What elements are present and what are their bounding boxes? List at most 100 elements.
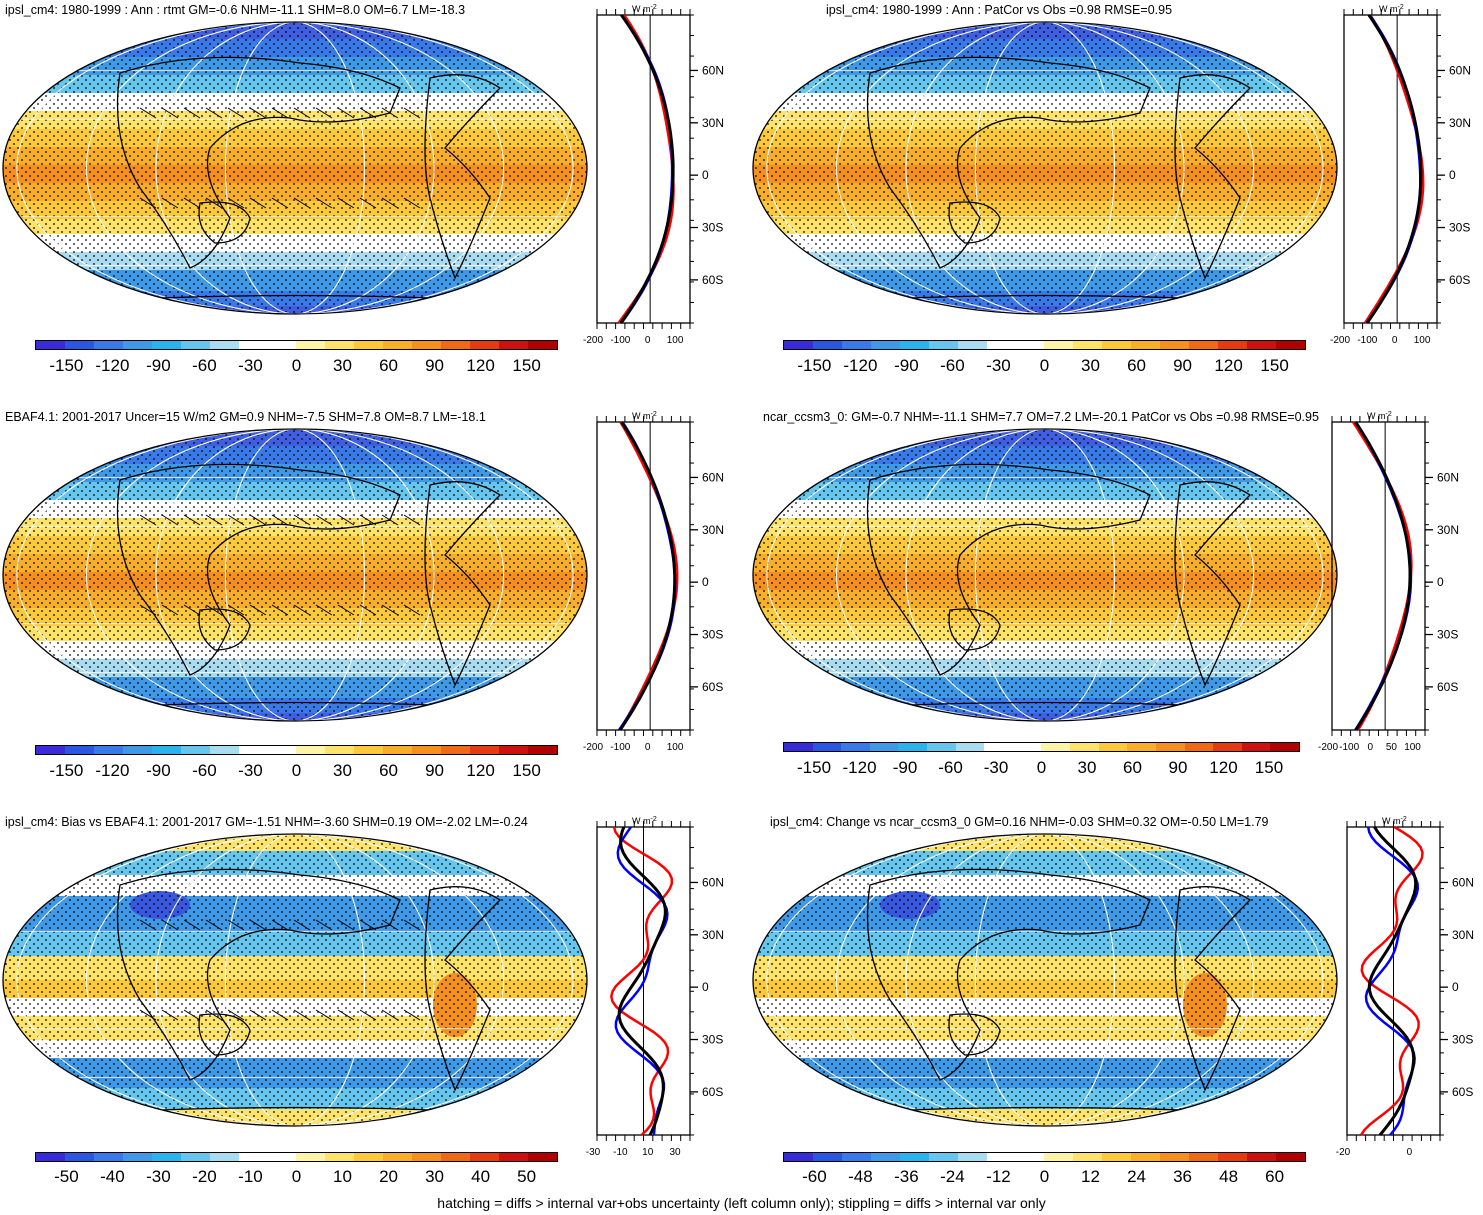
x-tick-label: 100 bbox=[667, 742, 684, 753]
colorbar-swatch bbox=[928, 1153, 958, 1161]
zonal-mean-line bbox=[1365, 14, 1423, 324]
colorbar-swatch bbox=[499, 1153, 528, 1161]
colorbar-swatch bbox=[122, 1153, 152, 1161]
colorbar-swatch bbox=[209, 746, 239, 754]
colorbar-label: -120 bbox=[843, 356, 878, 375]
global-map bbox=[2, 21, 588, 315]
colorbar-labels: -150 -120 -90 -60 -30 0 30 60 90 120 150 bbox=[783, 758, 1300, 778]
hatch-line bbox=[403, 919, 421, 931]
coastline bbox=[1174, 886, 1252, 1092]
colorbar-swatch bbox=[812, 743, 842, 751]
colorbar-swatch bbox=[441, 341, 471, 349]
colorbar-label: -60 bbox=[192, 356, 217, 375]
colorbar-swatch bbox=[383, 341, 413, 349]
colorbar-swatch bbox=[957, 1153, 987, 1161]
colorbar-label: 40 bbox=[471, 1167, 491, 1186]
unit-label: W m-2 bbox=[632, 816, 657, 826]
coastline bbox=[948, 1013, 1001, 1056]
colorbar-swatch bbox=[122, 746, 152, 754]
meridian-line bbox=[16, 22, 574, 314]
lat-label: 0 bbox=[1449, 168, 1456, 182]
colorbar-label: 0 bbox=[1039, 356, 1050, 375]
colorbar-swatch bbox=[64, 1153, 94, 1161]
colorbar-swatch bbox=[1127, 743, 1156, 751]
hatch-line bbox=[293, 604, 311, 616]
hatch-line bbox=[337, 197, 355, 209]
x-tick-label: 100 bbox=[1404, 742, 1421, 753]
colorbar-swatch bbox=[151, 1153, 181, 1161]
meridian-line bbox=[974, 429, 1116, 721]
global-map bbox=[2, 428, 588, 722]
colorbar-swatch bbox=[325, 746, 355, 754]
colorbar-swatch bbox=[296, 746, 326, 754]
panel-title: ncar_ccsm3_0: GM=-0.7 NHM=-11.1 SHM=7.7 … bbox=[763, 410, 1319, 424]
hatch-line bbox=[337, 107, 355, 119]
meridian-line bbox=[766, 834, 1324, 1126]
colorbar-label: -10 bbox=[238, 1167, 263, 1186]
zonal-mean-plot: 60N 30N 0 30S 60S W m-2 -20 0 bbox=[1336, 816, 1474, 1158]
colorbar-labels: -150 -120 -90 -60 -30 0 30 60 90 120 150 bbox=[35, 356, 558, 376]
coastline bbox=[866, 463, 1151, 676]
colorbar-label: -90 bbox=[146, 761, 171, 780]
meridian-line bbox=[85, 429, 505, 721]
colorbar-label: 30 bbox=[333, 761, 352, 780]
panel-title: ipsl_cm4: Bias vs EBAF4.1: 2001-2017 GM=… bbox=[5, 815, 528, 829]
meridian-line bbox=[16, 429, 574, 721]
colorbar-swatch bbox=[899, 1153, 929, 1161]
colorbar-label: -40 bbox=[100, 1167, 125, 1186]
colorbar-swatch bbox=[841, 1153, 871, 1161]
colorbar-swatch bbox=[1160, 1153, 1190, 1161]
colorbar-label: -30 bbox=[146, 1167, 171, 1186]
hatch-line bbox=[337, 1009, 355, 1021]
colorbar-swatch bbox=[238, 341, 268, 349]
global-map bbox=[752, 428, 1338, 722]
hatch-line bbox=[139, 107, 157, 119]
colorbar-swatch bbox=[870, 341, 900, 349]
colorbar-label: -36 bbox=[894, 1167, 919, 1186]
hatch-line bbox=[293, 514, 311, 526]
x-tick-label: -200 bbox=[583, 742, 603, 753]
zonal-mean-plot: 60N 30N 0 30S 60S W m-2 -200 -100 0 100 bbox=[1330, 4, 1471, 346]
colorbar-swatch bbox=[36, 1153, 65, 1161]
lat-label: 30S bbox=[702, 1033, 723, 1047]
colorbar-swatch bbox=[984, 743, 1013, 751]
meridian-line bbox=[974, 834, 1116, 1126]
hatch-line bbox=[315, 1009, 333, 1021]
hatch-line bbox=[227, 1009, 245, 1021]
lat-label: 60N bbox=[702, 470, 724, 484]
lat-label: 60S bbox=[702, 1085, 723, 1099]
coastline bbox=[866, 868, 1151, 1081]
hatch-line bbox=[315, 604, 333, 616]
colorbar-label: 0 bbox=[1039, 1167, 1050, 1186]
lat-label: 60S bbox=[702, 680, 723, 694]
colorbar-label: 30 bbox=[425, 1167, 445, 1186]
x-tick-label: -20 bbox=[1336, 1147, 1351, 1158]
zonal-mean-line bbox=[618, 421, 677, 731]
colorbar-swatch bbox=[899, 341, 929, 349]
colorbar-swatch bbox=[122, 341, 152, 349]
x-tick-label: 0 bbox=[1367, 742, 1373, 753]
hatch-line bbox=[403, 514, 421, 526]
figure-footnote: hatching = diffs > internal var+obs unce… bbox=[437, 1195, 1046, 1211]
colorbar-swatch bbox=[1241, 743, 1271, 751]
lat-label: 30N bbox=[1437, 523, 1459, 537]
lat-label: 60N bbox=[1452, 875, 1474, 889]
map-border bbox=[752, 21, 1338, 315]
meridian-line bbox=[835, 429, 1255, 721]
colorbar-label: -60 bbox=[192, 761, 217, 780]
hatch-line bbox=[205, 514, 223, 526]
colorbar bbox=[35, 1152, 558, 1162]
hatch-line bbox=[381, 604, 399, 616]
hatch-line bbox=[315, 514, 333, 526]
colorbar-swatch bbox=[957, 341, 987, 349]
colorbar-swatch bbox=[1131, 341, 1161, 349]
colorbar-label: -120 bbox=[95, 761, 130, 780]
colorbar-label: 90 bbox=[1168, 758, 1188, 777]
hatch-line bbox=[205, 919, 223, 931]
zonal-mean-line bbox=[1360, 825, 1424, 1136]
lat-label: 0 bbox=[1437, 575, 1444, 589]
global-map bbox=[752, 833, 1338, 1127]
hatch-line bbox=[227, 197, 245, 209]
colorbar-swatch bbox=[180, 341, 210, 349]
stippling bbox=[3, 834, 587, 1126]
